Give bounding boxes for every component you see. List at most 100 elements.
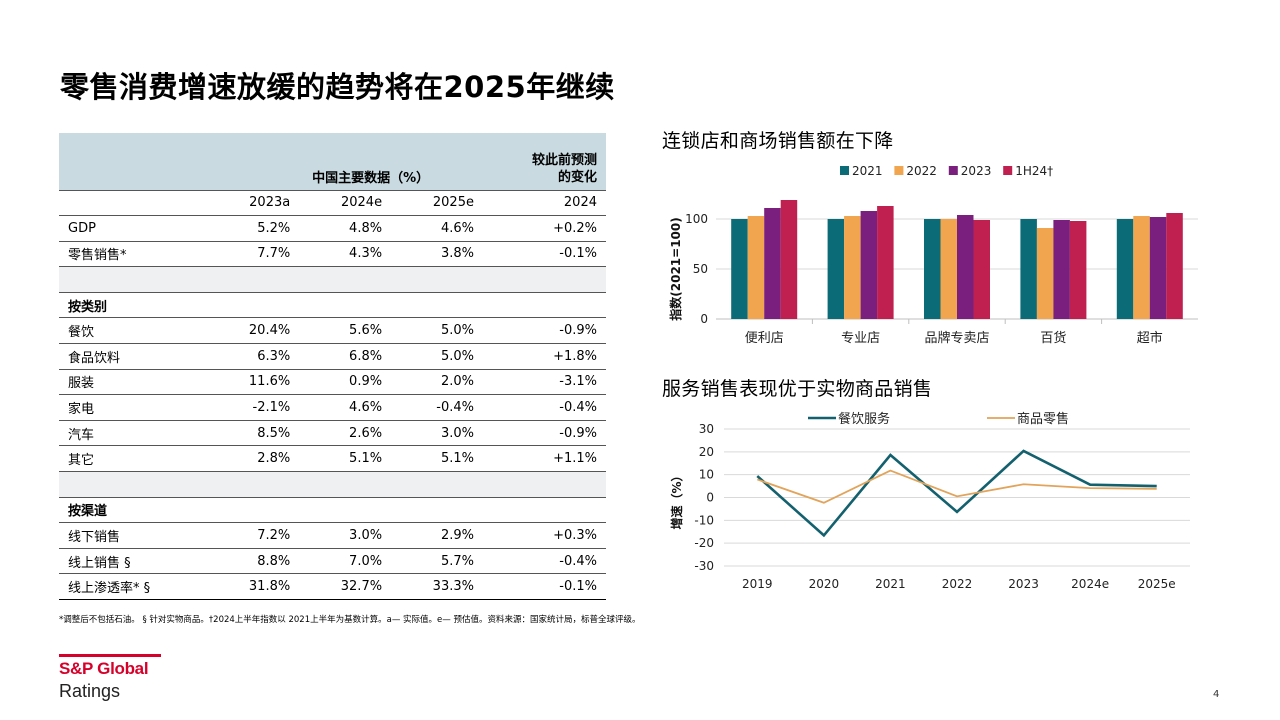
y-axis-label: 增速（%） bbox=[669, 469, 684, 529]
row-value: -0.1% bbox=[482, 241, 606, 268]
brand-logo-subtitle: Ratings bbox=[59, 681, 121, 701]
row-value: 20.4% bbox=[207, 317, 300, 345]
table-row: 食品饮料 6.3% 6.8% 5.0% +1.8% bbox=[59, 343, 606, 370]
table-row: 餐饮 20.4% 5.6% 5.0% -0.9% bbox=[59, 317, 606, 345]
x-tick-label: 品牌专卖店 bbox=[924, 330, 989, 346]
bar bbox=[780, 200, 798, 319]
row-value: 6.8% bbox=[299, 343, 392, 370]
table-header-change-line2: 的变化 bbox=[557, 169, 597, 185]
table-row: 汽车 8.5% 2.6% 3.0% -0.9% bbox=[59, 420, 606, 447]
table-row: 零售销售* 7.7% 4.3% 3.8% -0.1% bbox=[59, 241, 606, 268]
bar bbox=[973, 220, 990, 319]
legend-label: 2023 bbox=[961, 164, 992, 178]
row-label: 家电 bbox=[59, 394, 208, 421]
bar-chart-title: 连锁店和商场销售额在下降 bbox=[662, 130, 894, 152]
x-tick-label: 专业店 bbox=[841, 331, 880, 346]
bar bbox=[1149, 217, 1167, 319]
brand-logo: S&P Global bbox=[59, 659, 149, 678]
bar bbox=[844, 216, 861, 319]
year-header: 2024 bbox=[482, 190, 606, 217]
table-row: 线下销售 7.2% 3.0% 2.9% +0.3% bbox=[59, 522, 606, 549]
row-label: 汽车 bbox=[59, 420, 208, 447]
spacer-cell bbox=[59, 266, 606, 293]
row-label: 线上渗透率* § bbox=[59, 573, 208, 600]
row-value: 4.8% bbox=[299, 215, 392, 242]
row-value: 5.7% bbox=[391, 548, 483, 575]
bar bbox=[1020, 219, 1037, 319]
y-tick-label: 0 bbox=[700, 312, 708, 326]
table-header-empty bbox=[59, 133, 208, 191]
x-tick-label: 2021 bbox=[875, 577, 906, 591]
y-tick-label: 30 bbox=[699, 422, 714, 436]
row-value: 3.8% bbox=[391, 241, 483, 268]
row-label: 餐饮 bbox=[59, 317, 208, 345]
legend-label: 2022 bbox=[906, 164, 937, 178]
row-value: 7.0% bbox=[299, 548, 392, 575]
page-title: 零售消费增速放缓的趋势将在2025年继续 bbox=[60, 70, 615, 104]
row-label: GDP bbox=[59, 215, 208, 242]
table-header-main: 中国主要数据（%） bbox=[207, 133, 483, 191]
bar bbox=[1116, 219, 1134, 319]
bar bbox=[827, 219, 845, 319]
line-chart-title: 服务销售表现优于实物商品销售 bbox=[662, 378, 933, 400]
row-value: 3.0% bbox=[391, 420, 483, 447]
row-value: 2.6% bbox=[299, 420, 392, 447]
legend-label: 2021 bbox=[852, 164, 883, 178]
bar bbox=[957, 215, 974, 319]
legend-label: 餐饮服务 bbox=[838, 411, 890, 427]
row-value: 2.8% bbox=[207, 445, 300, 473]
table-row: 线上渗透率* § 31.8% 32.7% 33.3% -0.1% bbox=[59, 573, 606, 600]
row-value: 5.6% bbox=[299, 317, 392, 345]
footnote: *调整后不包括石油。 § 针对实物商品。†2024上半年指数以 2021上半年为… bbox=[59, 615, 641, 625]
page-number: 4 bbox=[1213, 689, 1220, 700]
bar bbox=[764, 208, 781, 319]
y-tick-label: 100 bbox=[685, 212, 708, 226]
year-label-empty bbox=[59, 190, 208, 217]
series-line bbox=[756, 449, 1157, 538]
bar bbox=[1069, 221, 1087, 319]
row-value: -0.9% bbox=[482, 317, 606, 345]
row-value: -0.4% bbox=[482, 548, 606, 575]
row-value: 6.3% bbox=[207, 343, 300, 370]
x-tick-label: 2024e bbox=[1071, 577, 1109, 591]
row-value: 2.9% bbox=[391, 522, 483, 549]
bar bbox=[860, 211, 878, 319]
bar bbox=[1036, 228, 1054, 319]
row-label: 服装 bbox=[59, 369, 208, 396]
bar bbox=[731, 219, 748, 319]
y-tick-label: 20 bbox=[699, 445, 714, 459]
row-value: -0.9% bbox=[482, 420, 606, 447]
year-header: 2024e bbox=[299, 190, 392, 217]
table-header-change-line1: 较此前预测 bbox=[531, 152, 597, 168]
row-value: 5.1% bbox=[391, 445, 483, 473]
row-label: 零售销售* bbox=[59, 241, 208, 268]
row-value: -0.1% bbox=[482, 573, 606, 600]
table-row: 其它 2.8% 5.1% 5.1% +1.1% bbox=[59, 445, 606, 473]
legend-swatch bbox=[1003, 166, 1013, 175]
table-year-row: 2023a 2024e 2025e 2024 bbox=[59, 190, 606, 217]
row-value: 2.0% bbox=[391, 369, 483, 396]
row-label: 食品饮料 bbox=[59, 343, 208, 370]
row-value: 3.0% bbox=[299, 522, 392, 549]
y-tick-label: 50 bbox=[693, 262, 708, 276]
row-value: 4.6% bbox=[299, 394, 392, 421]
row-value: 7.7% bbox=[207, 241, 300, 268]
row-label: 线上销售 § bbox=[59, 548, 208, 575]
bar bbox=[940, 219, 957, 319]
x-tick-label: 2019 bbox=[742, 577, 773, 591]
row-value: 31.8% bbox=[207, 573, 300, 600]
row-value: +0.3% bbox=[482, 522, 606, 549]
x-tick-label: 超市 bbox=[1137, 330, 1163, 346]
x-tick-label: 2020 bbox=[809, 577, 840, 591]
table-header-row: 中国主要数据（%） 较此前预测 的变化 bbox=[59, 133, 606, 191]
table-spacer-row bbox=[59, 471, 606, 498]
table-row: 服装 11.6% 0.9% 2.0% -3.1% bbox=[59, 369, 606, 396]
row-value: 32.7% bbox=[299, 573, 392, 600]
row-value: 5.0% bbox=[391, 317, 483, 345]
legend-label: 商品零售 bbox=[1017, 411, 1069, 427]
row-value: 7.2% bbox=[207, 522, 300, 549]
y-tick-label: -30 bbox=[694, 559, 714, 573]
x-tick-label: 2023 bbox=[1008, 577, 1039, 591]
